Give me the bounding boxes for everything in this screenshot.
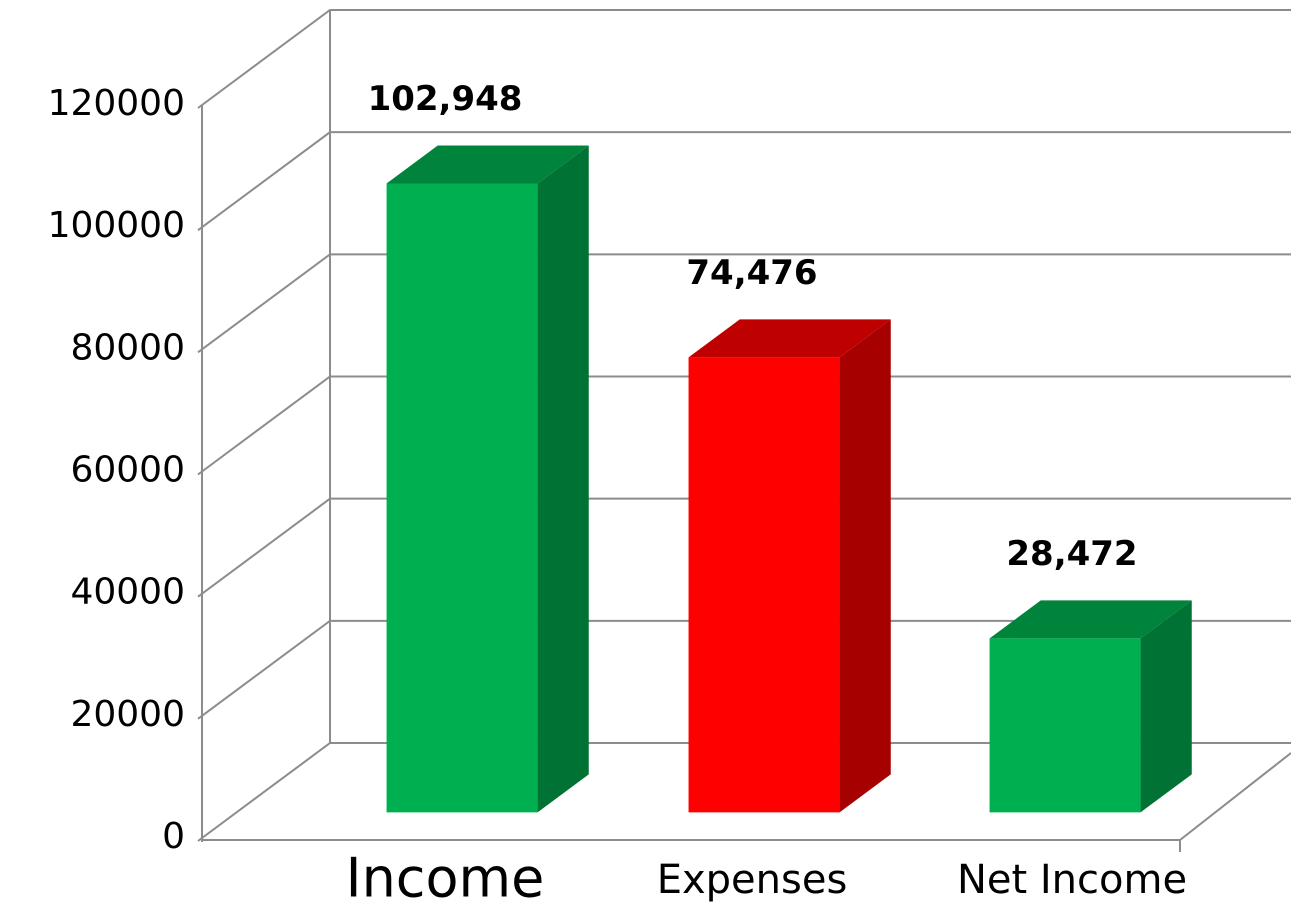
bar-side [1140,600,1192,813]
x-tick-label: Net Income [957,857,1187,903]
grid-line [197,253,1291,354]
y-tick-label: 100000 [48,205,185,246]
bar-side [537,145,589,813]
bar [688,357,840,813]
grid-line [197,497,1291,598]
grid-line [197,9,1291,109]
bar [989,638,1141,813]
y-tick-label: 80000 [70,327,185,368]
grid-line [197,375,1291,476]
y-tick-label: 40000 [70,572,185,613]
bar-side [839,319,891,813]
grid-line [197,742,1291,842]
y-tick-label: 120000 [48,83,185,124]
bar-top [386,145,589,184]
bar [386,183,538,813]
grid-line [197,131,1291,231]
data-label: 102,948 [368,79,523,119]
floor-right [1179,752,1291,841]
y-tick-label: 20000 [70,694,185,735]
y-tick-label: 60000 [70,450,185,491]
bar-top [989,600,1192,639]
grid-line [197,619,1291,720]
y-tick-label: 0 [162,816,185,857]
bar-top [688,319,891,358]
x-tick-label: Income [346,847,545,910]
data-label: 28,472 [1006,534,1137,574]
data-label: 74,476 [686,253,817,293]
x-tick-label: Expenses [657,857,848,903]
